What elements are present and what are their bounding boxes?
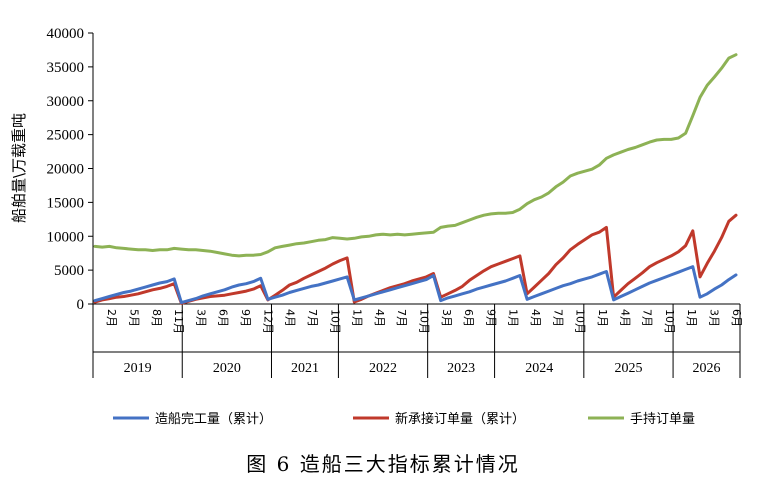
x-tick-label: 4月 xyxy=(618,309,631,327)
series-lines xyxy=(93,53,738,305)
y-tick-label: 0 xyxy=(77,297,85,313)
chart-title: 图 6 造船三大指标累计情况 xyxy=(246,452,519,476)
x-tick-label: 10月 xyxy=(574,309,587,334)
x-tick-label: 3月 xyxy=(440,309,453,327)
legend-label: 造船完工量（累计） xyxy=(155,412,272,427)
x-tick-label: 8月 xyxy=(150,309,163,327)
x-tick-label: 1月 xyxy=(507,309,520,327)
x-tick-label: 1月 xyxy=(596,309,609,327)
y-axis-label: 船舶量\万载重吨 xyxy=(10,113,28,223)
y-tick-label: 40000 xyxy=(47,26,85,42)
x-tick-label: 7月 xyxy=(395,309,408,327)
x-tick-label: 4月 xyxy=(529,309,542,327)
x-ticks: 2月 5月 8月 11月 2019 3月 6月 9月 12月 2020 4月 7月 10月 2021 1月 4… xyxy=(92,304,743,378)
series-line-1 xyxy=(93,265,738,305)
x-tick-label: 4月 xyxy=(284,309,297,327)
series-line-2 xyxy=(93,213,738,305)
year-label: 2021 xyxy=(291,361,319,376)
x-tick-label: 10月 xyxy=(418,309,431,334)
series-line-3 xyxy=(93,53,738,258)
y-tick-label: 35000 xyxy=(47,60,85,76)
year-label: 2019 xyxy=(124,361,152,376)
x-tick-label: 4月 xyxy=(373,309,386,327)
x-tick-label: 5月 xyxy=(127,309,140,327)
legend: 造船完工量（累计） 新承接订单量（累计） 手持订单量 xyxy=(113,411,695,427)
year-label: 2025 xyxy=(614,361,642,376)
x-tick-label: 7月 xyxy=(306,309,319,327)
x-tick-label: 10月 xyxy=(328,309,341,334)
x-tick-label: 6月 xyxy=(217,309,230,327)
y-tick-label: 20000 xyxy=(47,162,85,178)
year-label: 2023 xyxy=(447,361,475,376)
y-ticks: 0 5000 10000 15000 20000 25000 30000 35000 40000 xyxy=(47,26,93,313)
year-label: 2020 xyxy=(213,361,241,376)
x-tick-label: 7月 xyxy=(641,309,654,327)
y-tick-label: 30000 xyxy=(47,94,85,110)
x-tick-label: 12月 xyxy=(261,309,274,334)
y-tick-label: 15000 xyxy=(47,195,85,211)
x-tick-label: 1月 xyxy=(685,309,698,327)
year-label: 2026 xyxy=(693,361,721,376)
x-tick-label: 6月 xyxy=(462,309,475,327)
x-tick-label: 10月 xyxy=(663,309,676,334)
x-tick-label: 9月 xyxy=(484,309,497,327)
x-tick-label: 11月 xyxy=(172,309,185,334)
year-label: 2022 xyxy=(369,361,397,376)
legend-label: 新承接订单量（累计） xyxy=(395,411,525,427)
y-tick-label: 5000 xyxy=(54,263,84,279)
y-tick-label: 25000 xyxy=(47,128,85,144)
x-tick-label: 7月 xyxy=(551,309,564,327)
x-tick-label: 6月 xyxy=(730,309,743,327)
year-label: 2024 xyxy=(525,361,553,376)
plot-area: 0 5000 10000 15000 20000 25000 30000 35000 40000… xyxy=(47,26,743,378)
y-tick-label: 10000 xyxy=(47,229,85,245)
x-tick-label: 9月 xyxy=(239,309,252,327)
x-tick-label: 2月 xyxy=(105,309,118,327)
x-tick-label: 3月 xyxy=(194,309,207,327)
x-tick-label: 3月 xyxy=(708,309,721,327)
x-tick-label: 1月 xyxy=(351,309,364,327)
legend-label: 手持订单量 xyxy=(630,412,695,427)
